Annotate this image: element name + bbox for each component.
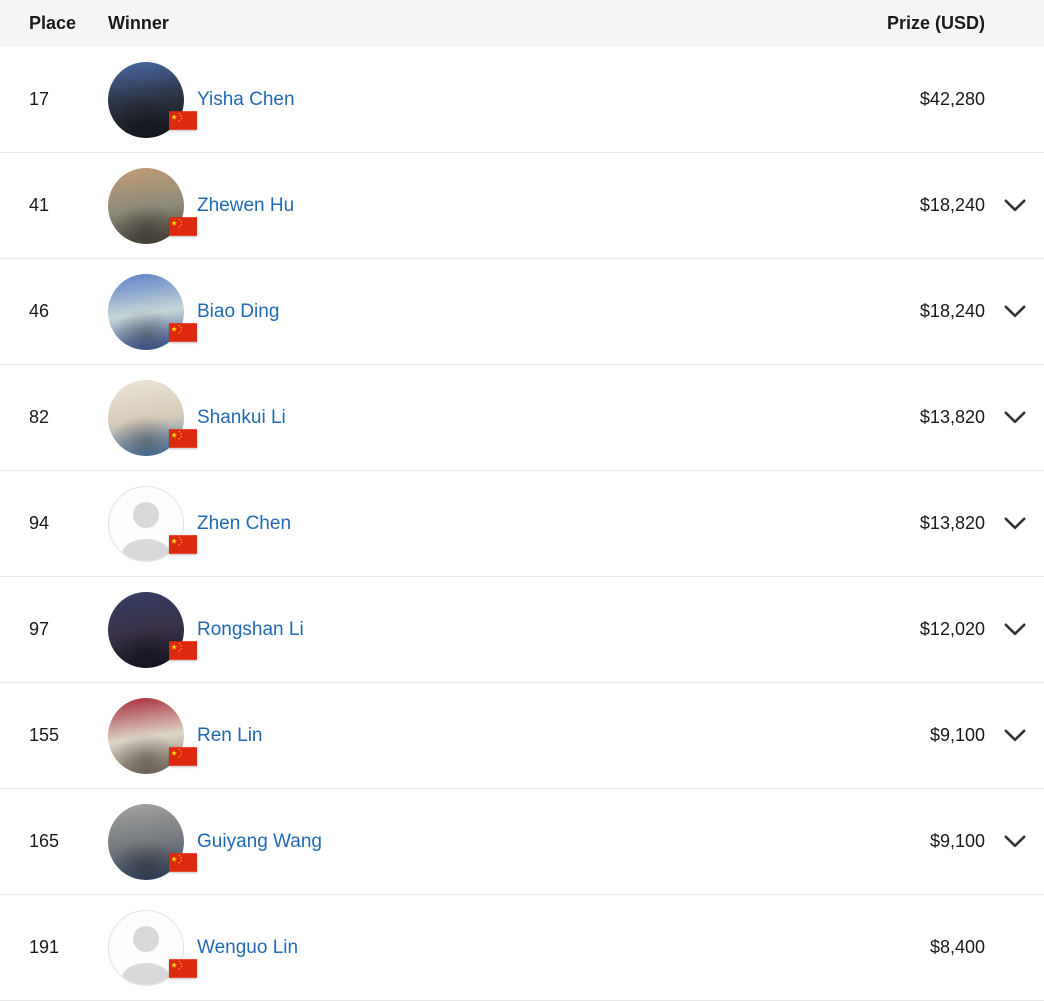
- winner-cell: Rongshan Li: [197, 619, 920, 641]
- chevron-down-icon[interactable]: [1003, 305, 1026, 318]
- place-cell: 41: [29, 195, 50, 215]
- table-row: 165 Guiyang Wang $9,100: [0, 789, 1044, 895]
- winner-link[interactable]: Zhen Chen: [197, 512, 292, 534]
- prize-cell: $13,820: [919, 407, 985, 427]
- winner-cell: Shankui Li: [197, 407, 920, 429]
- results-table-body: 17 Yisha Chen $42,280 41: [0, 47, 1044, 1001]
- avatar-wrap: [108, 379, 197, 456]
- winner-cell: Wenguo Lin: [197, 937, 930, 959]
- chevron-cell: [985, 305, 1044, 318]
- person-silhouette: [133, 925, 159, 952]
- table-row: 17 Yisha Chen $42,280: [0, 47, 1044, 153]
- person-silhouette-body: [122, 538, 170, 561]
- avatar-wrap: [108, 909, 197, 986]
- avatar-wrap: [108, 591, 197, 668]
- prize-cell: $13,820: [919, 513, 985, 533]
- prize-cell: $8,400: [929, 937, 985, 957]
- china-flag-icon: [169, 322, 197, 342]
- chevron-down-icon[interactable]: [1003, 623, 1026, 636]
- place-cell: 165: [29, 831, 60, 851]
- china-flag-icon: [169, 534, 197, 554]
- avatar-wrap: [108, 697, 197, 774]
- chevron-cell: [985, 835, 1044, 848]
- chevron-down-icon[interactable]: [1003, 517, 1026, 530]
- avatar: [108, 909, 184, 986]
- chevron-cell: [985, 941, 1044, 954]
- avatar-wrap: [108, 61, 197, 138]
- table-row: 155 Ren Lin $9,100: [0, 683, 1044, 789]
- table-row: 82 Shankui Li $13,820: [0, 365, 1044, 471]
- place-cell: 17: [29, 89, 50, 109]
- winner-cell: Yisha Chen: [197, 89, 920, 111]
- table-row: 46 Biao Ding $18,240: [0, 259, 1044, 365]
- winner-link[interactable]: Shankui Li: [197, 406, 286, 428]
- winner-cell: Guiyang Wang: [197, 831, 930, 853]
- winner-link[interactable]: Guiyang Wang: [197, 830, 322, 852]
- china-flag-icon: [169, 852, 197, 872]
- place-cell: 155: [29, 725, 60, 745]
- avatar-wrap: [108, 485, 197, 562]
- table-row: 191 Wenguo Lin $8,400: [0, 895, 1044, 1001]
- place-cell: 97: [29, 619, 50, 639]
- table-row: 97 Rongshan Li $12,020: [0, 577, 1044, 683]
- winner-link[interactable]: Wenguo Lin: [197, 936, 299, 958]
- chevron-cell: [985, 517, 1044, 530]
- prize-cell: $18,240: [919, 195, 985, 215]
- winner-cell: Biao Ding: [197, 301, 920, 323]
- chevron-down-icon[interactable]: [1003, 199, 1026, 212]
- prize-cell: $9,100: [929, 831, 985, 851]
- winner-link[interactable]: Ren Lin: [197, 724, 263, 746]
- prize-cell: $12,020: [919, 619, 985, 639]
- chevron-cell: [985, 623, 1044, 636]
- header-place: Place: [29, 13, 77, 33]
- place-cell: 94: [29, 513, 50, 533]
- chevron-down-icon[interactable]: [1003, 729, 1026, 742]
- chevron-down-icon[interactable]: [1003, 835, 1026, 848]
- table-row: 94 Zhen Chen $13,820: [0, 471, 1044, 577]
- chevron-cell: [985, 729, 1044, 742]
- avatar: [108, 61, 184, 138]
- avatar-wrap: [108, 803, 197, 880]
- winner-cell: Ren Lin: [197, 725, 930, 747]
- chevron-cell: [985, 199, 1044, 212]
- header-prize: Prize (USD): [886, 13, 985, 33]
- china-flag-icon: [169, 958, 197, 978]
- china-flag-icon: [169, 640, 197, 660]
- prize-cell: $42,280: [919, 89, 985, 109]
- china-flag-icon: [169, 216, 197, 236]
- avatar: [108, 591, 184, 668]
- winner-link[interactable]: Rongshan Li: [197, 618, 304, 640]
- winner-link[interactable]: Yisha Chen: [197, 88, 295, 110]
- place-cell: 46: [29, 301, 50, 321]
- winner-cell: Zhen Chen: [197, 513, 920, 535]
- winner-cell: Zhewen Hu: [197, 195, 920, 217]
- avatar-wrap: [108, 167, 197, 244]
- chevron-down-icon[interactable]: [1003, 411, 1026, 424]
- person-silhouette-body: [122, 962, 170, 985]
- winner-link[interactable]: Biao Ding: [197, 300, 280, 322]
- chevron-cell: [985, 93, 1044, 106]
- table-header: Place Winner Prize (USD): [0, 0, 1044, 47]
- avatar-wrap: [108, 273, 197, 350]
- table-row: 41 Zhewen Hu $18,240: [0, 153, 1044, 259]
- prize-cell: $18,240: [919, 301, 985, 321]
- china-flag-icon: [169, 746, 197, 766]
- chevron-cell: [985, 411, 1044, 424]
- header-winner: Winner: [108, 13, 169, 33]
- china-flag-icon: [169, 110, 197, 130]
- place-cell: 82: [29, 407, 50, 427]
- place-cell: 191: [29, 937, 60, 957]
- person-silhouette: [133, 501, 159, 528]
- prize-cell: $9,100: [929, 725, 985, 745]
- winner-link[interactable]: Zhewen Hu: [197, 194, 295, 216]
- china-flag-icon: [169, 428, 197, 448]
